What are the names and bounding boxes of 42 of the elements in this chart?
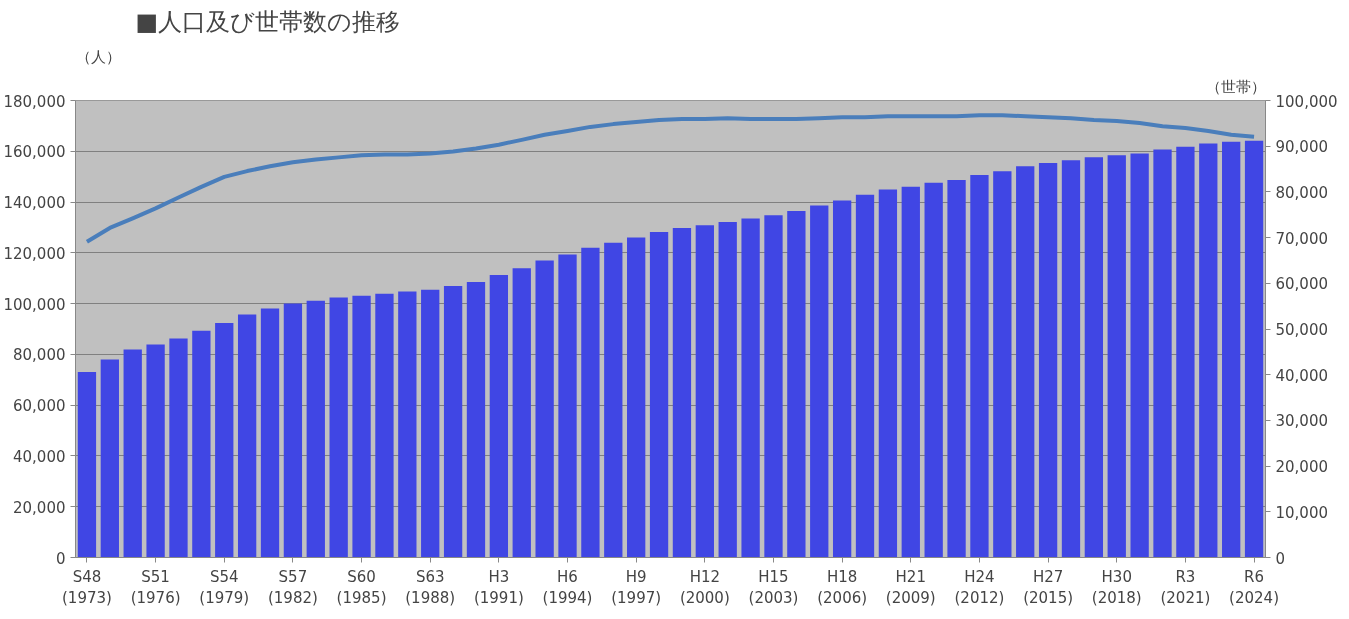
y2-tick-label: 100,000 xyxy=(1275,92,1338,111)
x-tick-label: H27 (2015) xyxy=(1023,567,1074,608)
x-tick-label: S54 (1979) xyxy=(199,567,250,608)
x-tick-label: S48 (1973) xyxy=(62,567,112,608)
x-tick-label: S57 (1982) xyxy=(267,567,318,608)
y-tick-label: 160,000 xyxy=(3,143,66,162)
y-tick-label: 100,000 xyxy=(3,295,66,314)
y-tick-label: 120,000 xyxy=(3,244,66,263)
y2-tick-label: 30,000 xyxy=(1275,412,1328,431)
y2-tick-label: 90,000 xyxy=(1275,138,1328,157)
x-tick-label: H21 (2009) xyxy=(885,567,936,608)
x-tick-label: S63 (1988) xyxy=(405,567,456,608)
y-tick-label: 0 xyxy=(55,549,66,568)
y-tick-label: 180,000 xyxy=(3,92,66,111)
y-tick-label: 140,000 xyxy=(3,194,66,213)
y2-tick-label: 80,000 xyxy=(1275,183,1328,202)
y2-tick-label: 10,000 xyxy=(1275,503,1328,522)
y2-tick-label: 20,000 xyxy=(1275,458,1328,477)
x-tick-label: S60 (1985) xyxy=(336,567,387,608)
y-tick-label: 40,000 xyxy=(13,447,66,466)
x-tick-label: H3 (1991) xyxy=(473,567,524,608)
x-tick-label: R3 (2021) xyxy=(1160,567,1211,608)
y2-tick-label: 0 xyxy=(1275,549,1286,568)
y-tick-label: 80,000 xyxy=(13,346,66,365)
x-tick-label: H18 (2006) xyxy=(817,567,868,608)
chart-title: ■人口及び世帯数の推移 xyxy=(135,7,401,36)
x-tick-label: H15 (2003) xyxy=(748,567,799,608)
x-tick-label: H30 (2018) xyxy=(1091,567,1142,608)
x-tick-label: H24 (2012) xyxy=(954,567,1005,608)
y2-tick-label: 40,000 xyxy=(1275,366,1328,385)
x-tick-label: H12 (2000) xyxy=(679,567,730,608)
y2-axis-title: （世帯） xyxy=(1205,77,1266,96)
y2-tick-label: 50,000 xyxy=(1275,321,1328,339)
x-tick-label: H9 (1997) xyxy=(611,567,662,608)
x-tick-label: R6 (2024) xyxy=(1229,567,1280,608)
y2-tick-label: 60,000 xyxy=(1275,275,1328,294)
y2-tick-label: 70,000 xyxy=(1275,229,1328,248)
x-tick-label: S51 (1976) xyxy=(130,567,181,608)
y-axis-title: （人） xyxy=(75,47,121,66)
x-tick-label: H6 (1994) xyxy=(542,567,593,608)
y-tick-label: 60,000 xyxy=(13,397,66,416)
y-tick-label: 20,000 xyxy=(13,498,66,517)
